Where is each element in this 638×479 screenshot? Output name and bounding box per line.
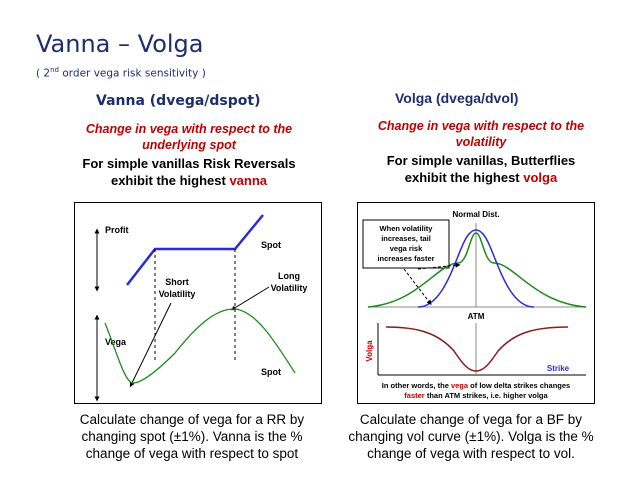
profit-label: Profit bbox=[105, 225, 129, 235]
long-vol-arrow bbox=[230, 286, 270, 311]
high-vol-distribution bbox=[367, 232, 587, 308]
note-arrow-right bbox=[417, 262, 461, 270]
volga-note-line-4: increases faster bbox=[377, 254, 434, 263]
volga-definition: Change in vega with respect to the volat… bbox=[377, 119, 585, 149]
volga-curve bbox=[385, 326, 569, 372]
vega-curve bbox=[104, 308, 296, 384]
vanna-chart: Profit Spot Short Volatility Long Volati… bbox=[74, 202, 322, 404]
spot-label-bottom: Spot bbox=[261, 367, 281, 377]
volga-footer-line-2: faster than ATM strikes, i.e. higher vol… bbox=[404, 391, 548, 400]
vanna-chart-svg: Profit Spot Short Volatility Long Volati… bbox=[94, 214, 308, 402]
vanna-caption: Calculate change of vega for a RR by cha… bbox=[79, 412, 305, 461]
short-vol-label-2: Volatility bbox=[159, 289, 196, 299]
vega-label: Vega bbox=[105, 337, 127, 347]
volga-note-line-1: When volatility bbox=[380, 224, 434, 233]
volga-heading: Volga (dvega/dvol) bbox=[395, 90, 519, 106]
vanna-definition: Change in vega with respect to the under… bbox=[85, 122, 293, 152]
payoff-line bbox=[126, 214, 264, 286]
volga-caption: Calculate change of vega for a BF by cha… bbox=[348, 412, 594, 461]
volga-axis-label: Volga bbox=[365, 340, 374, 362]
vanna-heading: Vanna (dvega/dspot) bbox=[96, 93, 261, 109]
volga-footer-line-1: In other words, the vega of low delta st… bbox=[382, 381, 570, 390]
note-arrow-left bbox=[403, 268, 432, 305]
strike-axis-label: Strike bbox=[547, 364, 570, 373]
volga-note: For simple vanillas, Butterflies exhibit… bbox=[386, 153, 576, 185]
spot-label-top: Spot bbox=[261, 240, 281, 250]
volga-note-line-3: vega risk bbox=[390, 244, 423, 253]
volga-chart-svg: Normal Dist. When volatility increases, … bbox=[362, 210, 587, 400]
page-subtitle: ( 2nd order vega risk sensitivity ) bbox=[36, 66, 206, 80]
page-title: Vanna – Volga bbox=[36, 30, 204, 58]
long-vol-label-1: Long bbox=[278, 271, 300, 281]
short-vol-arrow bbox=[129, 302, 172, 388]
short-vol-label-1: Short bbox=[165, 277, 189, 287]
vanna-note: For simple vanillas Risk Reversals exhib… bbox=[82, 156, 296, 188]
volga-note-box bbox=[362, 219, 450, 269]
low-vol-distribution bbox=[417, 229, 535, 308]
normal-dist-label: Normal Dist. bbox=[452, 210, 499, 219]
atm-label: ATM bbox=[468, 312, 485, 321]
volga-chart: Normal Dist. When volatility increases, … bbox=[357, 202, 595, 404]
long-vol-label-2: Volatility bbox=[271, 283, 308, 293]
volga-note-line-2: increases, tail bbox=[381, 234, 431, 243]
